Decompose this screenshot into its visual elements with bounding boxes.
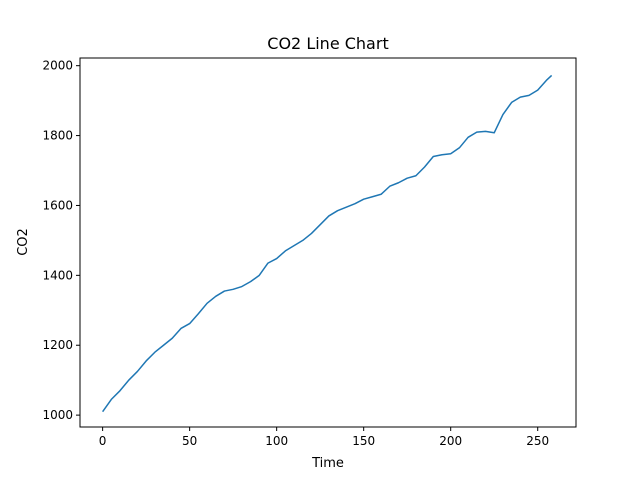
y-tick-label: 1600	[42, 198, 73, 212]
plot-frame	[79, 57, 577, 428]
x-tick-label: 50	[182, 434, 197, 448]
y-tick-label: 1200	[42, 338, 73, 352]
y-axis-label: CO2	[16, 228, 31, 256]
x-tick-label: 0	[99, 434, 107, 448]
x-axis-label: Time	[311, 456, 344, 471]
x-tick-label: 200	[439, 434, 462, 448]
x-tick-label: 150	[352, 434, 375, 448]
x-tick-label: 100	[265, 434, 288, 448]
plot-area: 0 50 100 150 200 250 1000 1200 1400 1600 1800 2000	[42, 57, 577, 448]
y-tick-label: 1800	[42, 129, 73, 143]
y-tick-label: 1400	[42, 268, 73, 282]
y-tick-label: 2000	[42, 59, 73, 73]
x-tick-label: 250	[526, 434, 549, 448]
y-tick-label: 1000	[42, 408, 73, 422]
chart-title: CO2 Line Chart	[267, 34, 388, 53]
co2-series-line	[102, 74, 553, 413]
